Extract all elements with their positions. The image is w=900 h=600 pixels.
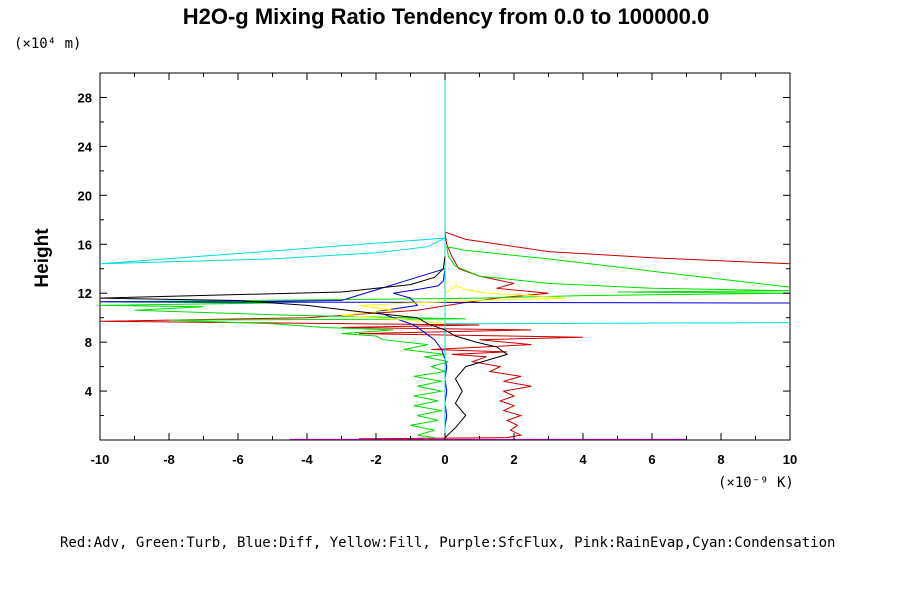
legend-text: Red:Adv, Green:Turb, Blue:Diff, Yellow:F… [60, 535, 835, 551]
x-tick-label: -10 [91, 452, 110, 467]
chart-title: H2O-g Mixing Ratio Tendency from 0.0 to … [183, 4, 710, 29]
series-layer [99, 73, 791, 440]
x-tick-label: 6 [648, 452, 655, 467]
y-axis-label: Height [32, 228, 53, 288]
series-fill-line [341, 285, 566, 325]
y-tick-label: 8 [85, 335, 92, 350]
y-tick-label: 12 [78, 286, 92, 301]
x-tick-label: 4 [579, 452, 587, 467]
x-tick-label: -4 [301, 452, 313, 467]
x-tick-label: 2 [510, 452, 517, 467]
x-tick-label: 8 [717, 452, 724, 467]
x-tick-label: -8 [163, 452, 175, 467]
series-unlabeled-7-line [99, 256, 509, 438]
series-turb-line [99, 246, 791, 439]
x-unit-label: (×10⁻⁹ K) [718, 475, 794, 491]
x-tick-label: 10 [783, 452, 797, 467]
y-tick-label: 24 [78, 139, 93, 154]
x-tick-label: 0 [441, 452, 448, 467]
y-tick-label: 4 [85, 384, 93, 399]
y-tick-label: 16 [78, 237, 92, 252]
series-condensation-line [99, 73, 791, 440]
y-tick-label: 28 [78, 90, 92, 105]
x-tick-label: -2 [370, 452, 382, 467]
y-unit-label: (×10⁴ m) [14, 36, 81, 52]
x-tick-label: -6 [232, 452, 244, 467]
y-tick-label: 20 [78, 188, 92, 203]
